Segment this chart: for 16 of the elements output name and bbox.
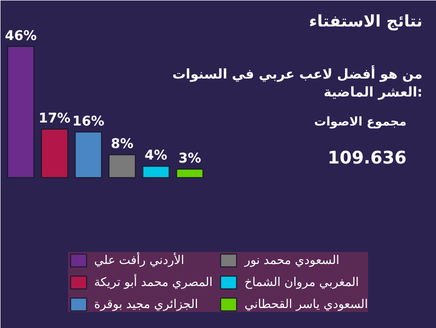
text: مجموع الاصوات <box>314 114 407 128</box>
text: من هو أفضل لاعب عربي في السنوات العشر الماضية: <box>172 64 423 100</box>
text: 109.636 <box>328 148 407 168</box>
data-label: 3% <box>178 151 202 166</box>
legend-label: السعودي ياسر القحطاني <box>244 297 368 311</box>
data-label: 46% <box>4 28 37 44</box>
text: نتائج الاستفتاء <box>308 12 423 30</box>
legend-label: المصري محمد أبو تريكة <box>94 275 213 289</box>
data-label: 4% <box>144 148 168 164</box>
legend-label: الجزائري مجيد بوقرة <box>94 297 198 311</box>
legend-label: السعودي محمد نور <box>244 253 340 267</box>
legend-label: الأردني رأفت علي <box>94 253 184 267</box>
data-label: 8% <box>110 137 134 152</box>
legend-label: المغربي مروان الشماخ <box>244 275 359 289</box>
data-label: 16% <box>72 114 104 130</box>
data-label: 17% <box>38 112 71 127</box>
